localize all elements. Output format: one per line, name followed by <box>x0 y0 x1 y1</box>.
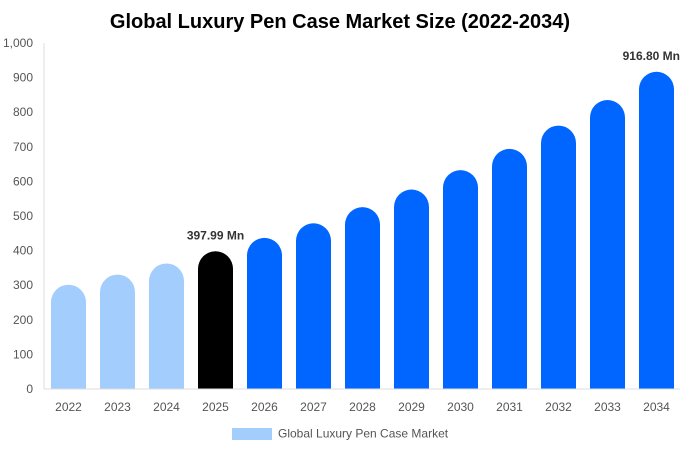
bar-2027 <box>296 223 331 389</box>
bar-2029 <box>394 189 429 389</box>
y-tick-label: 800 <box>13 105 33 119</box>
bar-2024 <box>149 263 184 389</box>
x-tick-label: 2024 <box>153 400 180 414</box>
data-label-2034: 916.80 Mn <box>623 49 680 63</box>
bar-2022 <box>51 284 86 389</box>
legend-swatch <box>232 428 272 440</box>
y-tick-label: 900 <box>13 71 33 85</box>
chart-title: Global Luxury Pen Case Market Size (2022… <box>110 11 570 33</box>
x-tick-label: 2022 <box>55 400 82 414</box>
x-tick-label: 2026 <box>251 400 278 414</box>
y-tick-label: 0 <box>26 382 33 396</box>
x-tick-label: 2029 <box>398 400 425 414</box>
data-label-2025: 397.99 Mn <box>187 228 244 242</box>
x-tick-label: 2025 <box>202 400 229 414</box>
bar-2031 <box>492 148 527 389</box>
y-axis: 0 100 200 300 400 500 600 700 800 900 1,000 <box>3 36 45 396</box>
y-tick-label: 600 <box>13 174 33 188</box>
bar-2025 <box>198 251 233 389</box>
bars <box>51 71 674 389</box>
legend[interactable]: Global Luxury Pen Case Market <box>232 427 449 441</box>
x-axis: 2022 2023 2024 2025 2026 2027 2028 2029 2030 2031… <box>44 388 680 414</box>
y-tick-label: 300 <box>13 278 33 292</box>
x-tick-label: 2028 <box>349 400 376 414</box>
x-tick-label: 2031 <box>496 400 523 414</box>
y-tick-label: 700 <box>13 140 33 154</box>
x-tick-label: 2023 <box>104 400 131 414</box>
y-tick-label: 500 <box>13 209 33 223</box>
y-tick-label: 200 <box>13 313 33 327</box>
y-tick-label: 100 <box>13 347 33 361</box>
x-tick-label: 2027 <box>300 400 327 414</box>
x-tick-label: 2032 <box>545 400 572 414</box>
x-tick-label: 2033 <box>594 400 621 414</box>
y-tick-label: 400 <box>13 244 33 258</box>
legend-label: Global Luxury Pen Case Market <box>278 427 449 441</box>
y-tick-label: 1,000 <box>3 36 33 50</box>
data-labels: 397.99 Mn 916.80 Mn <box>187 49 680 243</box>
bar-2030 <box>443 170 478 389</box>
bar-2026 <box>247 237 282 389</box>
bar-2032 <box>541 125 576 389</box>
x-tick-label: 2034 <box>643 400 670 414</box>
bar-2033 <box>590 100 625 389</box>
bar-2028 <box>345 207 380 389</box>
bar-2034 <box>639 71 674 389</box>
bar-2023 <box>100 274 135 389</box>
x-tick-label: 2030 <box>447 400 474 414</box>
